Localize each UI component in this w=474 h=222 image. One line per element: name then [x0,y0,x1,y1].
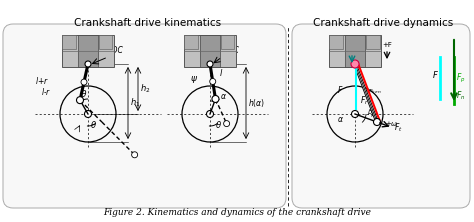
Bar [62,35,114,67]
Text: $h_2$: $h_2$ [140,83,150,95]
Bar [200,35,220,67]
Bar [329,35,343,50]
Text: $F$: $F$ [432,69,439,80]
FancyBboxPatch shape [3,24,286,208]
FancyBboxPatch shape [292,24,470,208]
Text: $+F_N$: $+F_N$ [337,43,351,52]
Circle shape [76,97,83,104]
Text: $F_p$: $F_p$ [356,43,364,53]
Bar [184,35,198,50]
Circle shape [85,61,91,67]
Text: $l$+$r$: $l$+$r$ [35,75,49,86]
Text: $h(\alpha)$: $h(\alpha)$ [248,97,265,109]
Text: Figure 2. Kinematics and dynamics of the crankshaft drive: Figure 2. Kinematics and dynamics of the… [103,208,371,217]
Text: $h_1$: $h_1$ [130,97,140,109]
Text: $\theta$: $\theta$ [80,88,88,99]
Circle shape [352,111,358,117]
Text: $\psi$: $\psi$ [190,75,198,85]
Text: $\alpha$: $\alpha$ [337,115,344,124]
Text: $F_r$: $F_r$ [360,95,369,107]
Circle shape [207,111,213,117]
Text: TDC: TDC [108,46,124,55]
Bar [329,35,381,67]
Circle shape [374,119,381,125]
Bar [366,35,380,50]
Text: Crankshaft drive dynamics: Crankshaft drive dynamics [313,18,453,28]
Bar [99,35,112,50]
Bar [221,35,235,50]
Text: $+F_{ken}$: $+F_{ken}$ [363,87,382,96]
Circle shape [210,79,216,85]
Text: $F_n$: $F_n$ [456,90,465,103]
Text: $\theta$: $\theta$ [90,119,97,130]
Circle shape [224,121,229,127]
Text: $+\omega$: $+\omega$ [385,119,399,128]
Text: $\alpha$: $\alpha$ [220,92,227,101]
Circle shape [84,111,91,117]
Text: $l$-$r$: $l$-$r$ [41,86,51,97]
Bar [184,35,236,67]
Bar [78,35,99,67]
Text: +F: +F [382,42,392,48]
Text: $l$: $l$ [219,67,224,79]
Circle shape [351,60,359,68]
Text: Crankshaft drive kinematics: Crankshaft drive kinematics [74,18,221,28]
Text: TDC: TDC [224,46,240,55]
Text: $F$: $F$ [337,84,344,95]
Bar [63,35,76,50]
Text: $r$: $r$ [215,97,220,107]
Text: $F_p$: $F_p$ [456,72,465,85]
Text: $\theta$: $\theta$ [215,119,222,130]
Circle shape [207,61,213,67]
Circle shape [212,95,219,103]
Text: $F_t$: $F_t$ [394,122,403,134]
Text: $\beta$: $\beta$ [367,107,373,117]
Bar [345,35,365,67]
Circle shape [132,152,137,158]
Circle shape [81,79,87,85]
